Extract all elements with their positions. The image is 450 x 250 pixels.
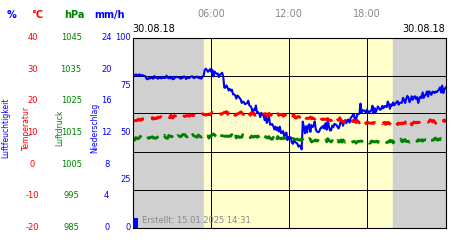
Text: 18:00: 18:00	[353, 9, 381, 19]
Text: 24: 24	[101, 33, 112, 42]
Text: 20: 20	[101, 65, 112, 74]
Text: 30.08.18: 30.08.18	[403, 24, 446, 34]
Text: 25: 25	[120, 176, 130, 184]
Text: %: %	[6, 10, 16, 20]
Text: 75: 75	[120, 80, 130, 90]
Text: 1035: 1035	[61, 65, 81, 74]
Text: 16: 16	[101, 96, 112, 105]
Text: 50: 50	[120, 128, 130, 137]
Text: Temperatur: Temperatur	[22, 106, 31, 150]
Text: Luftfeuchtigkeit: Luftfeuchtigkeit	[1, 97, 10, 158]
Text: 30.08.18: 30.08.18	[133, 24, 176, 34]
Bar	[204, 38, 393, 228]
Text: 1015: 1015	[61, 128, 81, 137]
Bar	[133, 218, 138, 228]
Text: 100: 100	[115, 33, 130, 42]
Text: 20: 20	[27, 96, 38, 105]
Text: Niederschlag: Niederschlag	[90, 102, 99, 152]
Text: 8: 8	[104, 160, 109, 169]
Text: 0: 0	[125, 223, 130, 232]
Text: 1045: 1045	[61, 33, 81, 42]
Text: -10: -10	[26, 191, 39, 200]
Text: 12:00: 12:00	[275, 9, 303, 19]
Text: 985: 985	[63, 223, 79, 232]
Text: 1025: 1025	[61, 96, 81, 105]
Text: 1005: 1005	[61, 160, 81, 169]
Text: 10: 10	[27, 128, 38, 137]
Text: 12: 12	[101, 128, 112, 137]
Text: 30: 30	[27, 65, 38, 74]
Bar	[393, 38, 446, 228]
Text: 06:00: 06:00	[197, 9, 225, 19]
Text: mm/h: mm/h	[94, 10, 125, 20]
Text: Erstellt: 15.01.2025 14:31: Erstellt: 15.01.2025 14:31	[142, 216, 251, 225]
Text: 4: 4	[104, 191, 109, 200]
Text: 0: 0	[30, 160, 35, 169]
Text: 0: 0	[104, 223, 109, 232]
Text: hPa: hPa	[64, 10, 85, 20]
Text: 40: 40	[27, 33, 38, 42]
Bar	[133, 38, 204, 228]
Text: Luftdruck: Luftdruck	[55, 109, 64, 146]
Text: 995: 995	[63, 191, 79, 200]
Text: -20: -20	[26, 223, 39, 232]
Text: °C: °C	[32, 10, 43, 20]
